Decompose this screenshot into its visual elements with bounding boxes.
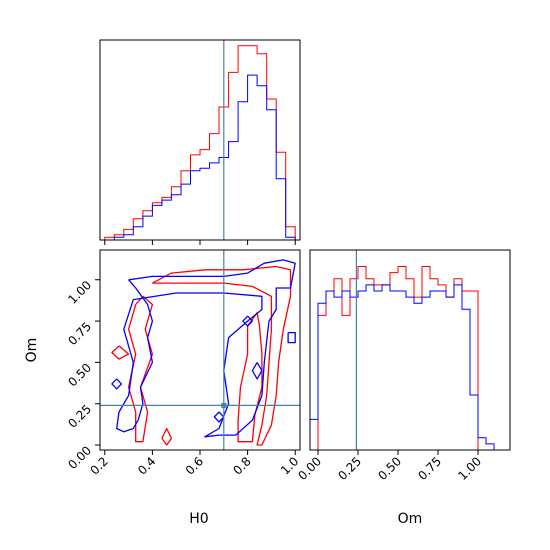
blue-contour	[111, 378, 123, 390]
h0-x-tick-label: 0.4	[135, 454, 158, 477]
h0-x-tick-label: 0.2	[87, 454, 110, 477]
blue-contour	[213, 411, 225, 423]
blue-contour	[116, 259, 296, 438]
blue-contour	[251, 362, 263, 380]
red-histogram-series	[310, 266, 502, 450]
red-contour	[237, 312, 263, 443]
truth-marker	[221, 402, 227, 408]
blue-contour	[242, 315, 254, 327]
x-axis-label-om: Om	[398, 511, 423, 527]
om-y-tick-label: 0.75	[65, 319, 94, 348]
h0-om-contour-panel: 0.2 0.4 0.6 0.8 1.00.000.250.500.751.00	[65, 249, 301, 478]
om-x-tick-label: 1.00	[455, 454, 484, 483]
red-contour	[161, 427, 173, 446]
blue-histogram-series	[104, 74, 296, 240]
x-axis-label-h0: H0	[189, 511, 208, 527]
h0-x-tick-label: 0.8	[230, 454, 253, 477]
red-histogram-series	[104, 45, 296, 240]
red-contour	[111, 345, 130, 360]
h0-histogram-panel	[99, 39, 301, 245]
blue-contour	[287, 331, 296, 344]
y-axis-label-om: Om	[24, 338, 40, 363]
om-y-tick-label: 0.25	[65, 402, 94, 431]
om-y-tick-label: 1.00	[65, 278, 94, 307]
om-x-tick-label: 0.75	[415, 454, 444, 483]
om-x-tick-label: 0.25	[335, 454, 364, 483]
om-x-tick-label: 0.50	[375, 454, 404, 483]
blue-histogram-series	[310, 284, 502, 450]
red-contour	[127, 295, 154, 443]
h0-x-tick-label: 0.6	[183, 454, 206, 477]
axes-frame	[309, 249, 511, 451]
om-y-tick-label: 0.50	[65, 361, 94, 390]
om-histogram-panel: 0.00 0.25 0.50 0.75 1.00	[295, 249, 511, 483]
axes-frame	[99, 39, 301, 241]
om-x-tick-label: 0.00	[295, 454, 324, 483]
red-contour	[152, 265, 292, 446]
